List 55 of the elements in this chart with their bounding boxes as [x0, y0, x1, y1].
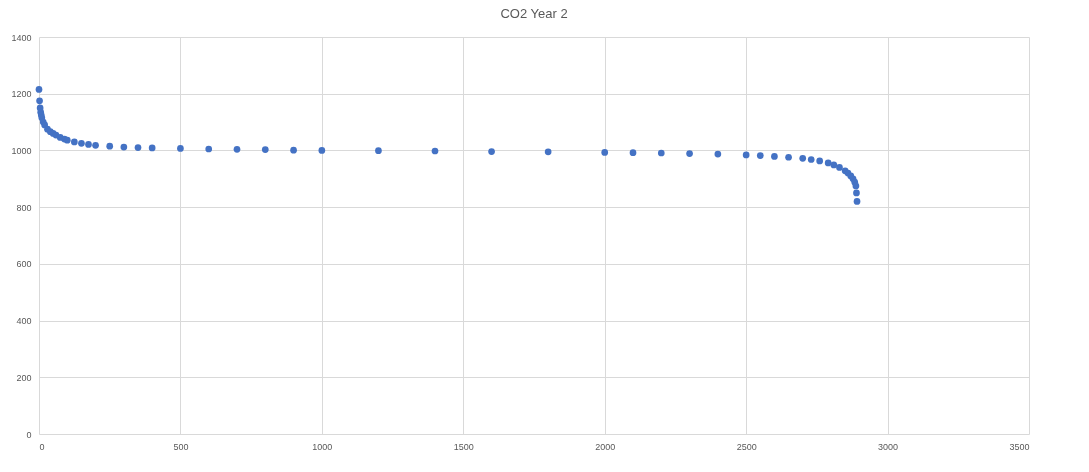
point [488, 148, 495, 155]
y-tick-label: 800 [16, 202, 32, 213]
y-tick-label: 0 [26, 429, 32, 440]
point [830, 161, 838, 169]
point [78, 139, 85, 147]
point [106, 142, 114, 150]
point [134, 144, 142, 151]
point [148, 144, 156, 152]
point [853, 198, 861, 205]
point [852, 182, 860, 190]
y-tick-label: 1400 [11, 32, 32, 43]
point [431, 147, 439, 155]
point [205, 145, 213, 153]
point [177, 145, 184, 152]
point [601, 149, 609, 156]
point [785, 153, 792, 161]
point [816, 157, 824, 165]
point [714, 150, 722, 158]
point [686, 150, 693, 157]
y-tick-label: 1000 [11, 145, 32, 156]
x-tick-label: 3000 [878, 441, 899, 452]
point [836, 164, 843, 171]
x-tick-label: 0 [39, 441, 45, 452]
x-tick-label: 3500 [1009, 441, 1030, 452]
point [71, 138, 78, 146]
point [120, 143, 128, 151]
x-tick-label: 2000 [595, 441, 616, 452]
point [261, 146, 269, 153]
y-tick-label: 400 [16, 316, 32, 327]
x-tick-label: 2500 [736, 441, 757, 452]
point [799, 155, 807, 162]
point [853, 189, 860, 197]
point [807, 156, 815, 163]
point [35, 86, 43, 93]
point [771, 153, 778, 160]
point [375, 147, 382, 155]
point [290, 146, 297, 154]
point [756, 152, 764, 159]
y-tick-label: 200 [16, 372, 32, 383]
point [824, 159, 832, 167]
x-tick-label: 1000 [312, 441, 333, 452]
point [657, 149, 665, 157]
point [233, 145, 241, 153]
point [85, 141, 92, 148]
point [92, 141, 99, 149]
x-tick-label: 500 [173, 441, 189, 452]
chart-title: CO2 Year 2 [500, 6, 568, 21]
x-tick-label: 1500 [453, 441, 474, 452]
point [36, 97, 43, 105]
point [629, 149, 637, 157]
point [544, 148, 552, 156]
point [318, 147, 326, 154]
y-tick-label: 1200 [11, 89, 32, 100]
y-tick-label: 600 [16, 259, 32, 270]
point [742, 151, 750, 159]
